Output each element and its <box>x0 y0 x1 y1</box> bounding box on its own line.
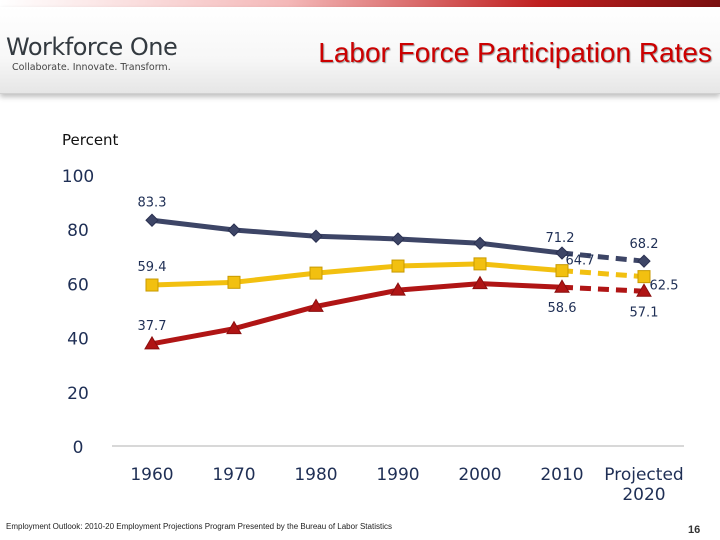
data-label: 62.5 <box>650 279 679 294</box>
data-point <box>637 270 651 284</box>
y-tick-label: 20 <box>67 384 89 404</box>
y-axis-label: Percent <box>62 131 119 149</box>
data-point <box>555 246 569 260</box>
data-point <box>473 236 487 250</box>
x-tick-label: 2000 <box>458 465 501 485</box>
footer-source: Employment Outlook: 2010-20 Employment P… <box>6 522 392 531</box>
data-point <box>472 275 488 290</box>
x-tick-label: 1970 <box>212 465 255 485</box>
data-point <box>309 266 323 280</box>
top-accent-bar <box>0 0 720 7</box>
y-tick-label: 80 <box>67 221 89 241</box>
data-point <box>145 278 159 292</box>
data-label: 71.2 <box>546 231 575 246</box>
x-tick-label: Projected <box>604 465 683 485</box>
data-label: 57.1 <box>630 305 659 320</box>
slide-header: Workforce One Collaborate. Innovate. Tra… <box>0 7 720 94</box>
data-point <box>145 213 159 227</box>
data-point <box>637 254 651 268</box>
y-tick-label: 60 <box>67 275 89 295</box>
data-point <box>227 223 241 237</box>
x-tick-label: 2010 <box>540 465 583 485</box>
data-point <box>308 298 324 312</box>
data-point <box>555 264 569 278</box>
series-projection-0 <box>561 250 645 264</box>
data-point <box>144 335 160 350</box>
data-point <box>391 259 405 273</box>
data-point <box>226 320 242 335</box>
data-point <box>309 229 323 243</box>
data-label: 83.3 <box>138 195 167 210</box>
data-point <box>390 282 406 296</box>
logo-tagline: Collaborate. Innovate. Transform. <box>12 62 171 73</box>
x-tick-label: 1980 <box>294 465 337 485</box>
data-point <box>391 232 405 246</box>
data-point <box>636 283 652 297</box>
y-tick-label: 40 <box>67 330 89 350</box>
data-label: 59.4 <box>138 260 167 275</box>
page-number: 16 <box>688 524 701 536</box>
series-line-2 <box>149 281 565 347</box>
series-line-0 <box>149 217 565 256</box>
series-line-1 <box>149 261 565 288</box>
y-tick-label: 0 <box>73 438 84 458</box>
data-label: 37.7 <box>138 319 167 334</box>
data-label: 58.6 <box>548 301 577 316</box>
series-projection-1 <box>561 268 645 280</box>
data-label: 64.7 <box>566 254 595 269</box>
x-tick-label: 1960 <box>130 465 173 485</box>
workforce-one-logo: Workforce One Collaborate. Innovate. Tra… <box>6 33 178 73</box>
data-point <box>473 257 487 271</box>
x-tick-label: 2020 <box>622 485 665 505</box>
data-label: 68.2 <box>630 237 659 252</box>
data-point <box>227 275 241 289</box>
y-tick-label: 100 <box>62 167 94 187</box>
slide-title: Labor Force Participation Rates <box>318 37 712 68</box>
series-projection-2 <box>561 284 645 294</box>
logo-name: Workforce One <box>6 33 178 61</box>
data-point <box>554 279 570 293</box>
x-tick-label: 1990 <box>376 465 419 485</box>
